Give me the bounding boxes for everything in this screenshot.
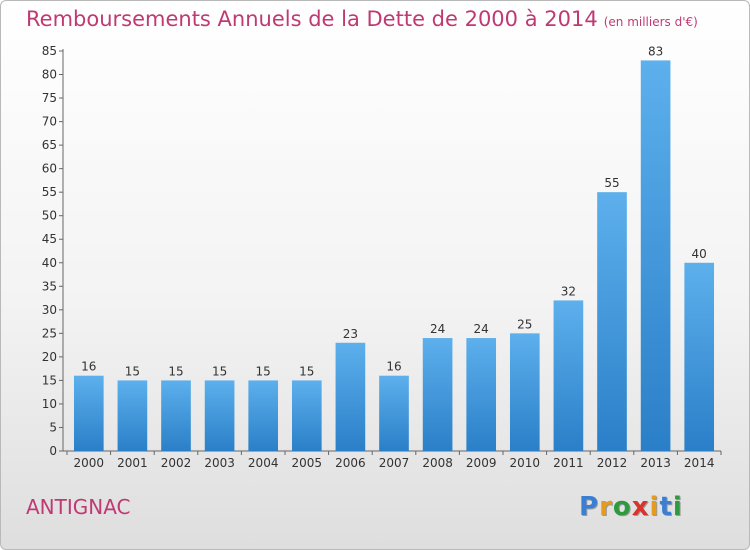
data-label-2008: 24 <box>430 322 445 336</box>
chart-subtitle: (en milliers d'€) <box>603 15 698 29</box>
x-tick-label: 2004 <box>248 456 279 470</box>
y-tick-label: 60 <box>42 162 57 176</box>
data-label-2000: 16 <box>81 360 96 374</box>
logo-letter: t <box>659 492 673 522</box>
data-label-2009: 24 <box>474 322 489 336</box>
x-tick-label: 2005 <box>292 456 323 470</box>
bar-2005 <box>291 380 322 451</box>
proxiti-logo: Proxiti <box>579 492 683 522</box>
data-label-2012: 55 <box>604 176 619 190</box>
y-tick-label: 85 <box>42 44 57 58</box>
data-label-2005: 15 <box>299 364 314 378</box>
data-label-2014: 40 <box>692 247 707 261</box>
x-tick-label: 2006 <box>335 456 366 470</box>
x-tick-label: 2003 <box>204 456 235 470</box>
y-tick-label: 15 <box>42 373 57 387</box>
y-tick-label: 40 <box>42 256 57 270</box>
y-tick-label: 0 <box>49 444 57 458</box>
bar-2000 <box>73 375 104 451</box>
logo-letter: i <box>672 492 683 522</box>
x-tick-label: 2002 <box>161 456 192 470</box>
data-label-2006: 23 <box>343 327 358 341</box>
y-tick-label: 80 <box>42 68 57 82</box>
x-tick-label: 2001 <box>117 456 148 470</box>
data-label-2010: 25 <box>517 317 532 331</box>
bar-2004 <box>248 380 279 451</box>
x-tick-label: 2000 <box>74 456 105 470</box>
logo-letter: x <box>631 492 650 522</box>
data-label-2002: 15 <box>168 364 183 378</box>
chart-title: Remboursements Annuels de la Dette de 20… <box>26 7 698 31</box>
axes: 0 5 10 15 20 25 30 35 40 45 50 55 60 65 70 75 80 85 2000 20… <box>42 44 722 470</box>
x-tick-label: 2013 <box>640 456 671 470</box>
logo-letter: r <box>599 492 613 522</box>
data-label-2007: 16 <box>386 360 401 374</box>
y-tick-label: 70 <box>42 115 57 129</box>
x-tick-label: 2011 <box>553 456 584 470</box>
y-tick-label: 20 <box>42 350 57 364</box>
bar-2012 <box>597 192 627 452</box>
x-tick-label: 2009 <box>466 456 497 470</box>
y-tick-label: 50 <box>42 209 57 223</box>
data-label-2013: 83 <box>648 44 663 58</box>
data-label-2003: 15 <box>212 364 227 378</box>
y-tick-label: 35 <box>42 279 57 293</box>
y-tick-label: 30 <box>42 303 57 317</box>
y-tick-label: 65 <box>42 138 57 152</box>
y-tick-label: 45 <box>42 232 57 246</box>
bar-2006 <box>335 342 366 451</box>
x-tick-label: 2010 <box>510 456 541 470</box>
logo-letter: o <box>612 492 632 522</box>
x-tick-label: 2012 <box>597 456 628 470</box>
y-tick-label: 55 <box>42 185 57 199</box>
commune-name: ANTIGNAC <box>26 495 131 519</box>
bar-2002 <box>161 380 191 451</box>
bar-2011 <box>553 300 584 451</box>
y-tick-label: 10 <box>42 397 57 411</box>
bar-2010 <box>509 333 540 451</box>
logo-letter: P <box>579 492 600 522</box>
x-tick-label: 2014 <box>684 456 715 470</box>
chart-title-text: Remboursements Annuels de la Dette de 20… <box>26 7 598 31</box>
data-label-2011: 32 <box>561 284 576 298</box>
logo-letter: i <box>649 492 660 522</box>
bar-2008 <box>422 338 453 451</box>
bar-2007 <box>379 375 409 451</box>
bars <box>73 60 715 452</box>
x-tick-label: 2008 <box>422 456 453 470</box>
bar-2009 <box>466 338 497 451</box>
bar-2003 <box>204 380 235 451</box>
data-labels: 16 15 15 15 15 15 23 16 24 24 25 32 55 83 40 <box>81 44 707 378</box>
y-tick-label: 75 <box>42 91 57 105</box>
data-label-2004: 15 <box>256 364 271 378</box>
bar-2001 <box>117 380 148 451</box>
x-tick-label: 2007 <box>379 456 410 470</box>
data-label-2001: 15 <box>125 364 140 378</box>
y-tick-label: 25 <box>42 326 57 340</box>
bar-2014 <box>684 262 715 451</box>
bar-2013 <box>640 60 671 451</box>
y-tick-label: 5 <box>49 420 57 434</box>
